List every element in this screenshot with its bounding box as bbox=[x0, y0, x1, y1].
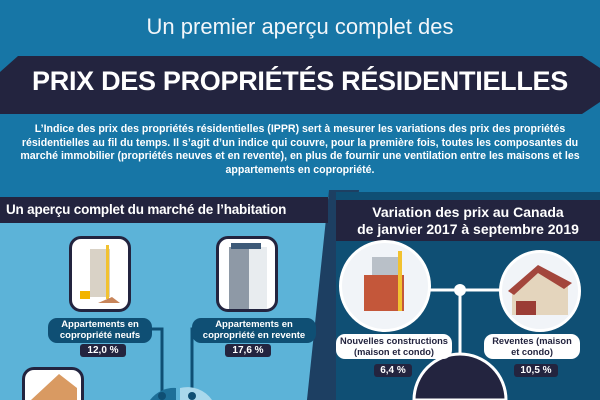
subtitle: Un premier aperçu complet des bbox=[146, 14, 454, 39]
tree-lines bbox=[412, 284, 508, 400]
page-title: PRIX DES PROPRIÉTÉS RÉSIDENTIELLES bbox=[32, 66, 568, 96]
new-condo-label: Appartements en copropriété neufs bbox=[48, 318, 152, 343]
resale-label: Reventes (maison et condo) bbox=[484, 334, 580, 359]
resale-condo-label: Appartements en copropriété en revente bbox=[192, 318, 316, 343]
resale-house-icon bbox=[499, 250, 581, 332]
market-overview-heading: Un aperçu complet du marché de l’habitat… bbox=[0, 197, 328, 223]
new-construction-value: 6,4 % bbox=[374, 364, 412, 377]
new-construction-icon bbox=[339, 240, 431, 332]
house-frame-icon bbox=[22, 367, 84, 400]
intro-text: L’Indice des prix des propriétés résiden… bbox=[20, 123, 580, 176]
resale-condo-value: 17,6 % bbox=[225, 344, 271, 357]
heading-line-2: de janvier 2017 à septembre 2019 bbox=[357, 221, 579, 237]
resale-condo-tower-icon bbox=[216, 236, 278, 312]
heading-line-1: Variation des prix au Canada bbox=[372, 204, 564, 220]
title-banner bbox=[0, 56, 600, 114]
new-condo-value: 12,0 % bbox=[80, 344, 126, 357]
new-condo-building-icon bbox=[69, 236, 131, 312]
new-construction-label: Nouvelles constructions (maison et condo… bbox=[336, 334, 452, 359]
resale-value: 10,5 % bbox=[514, 364, 558, 377]
price-change-heading: Variation des prix au Canada de janvier … bbox=[336, 200, 600, 241]
